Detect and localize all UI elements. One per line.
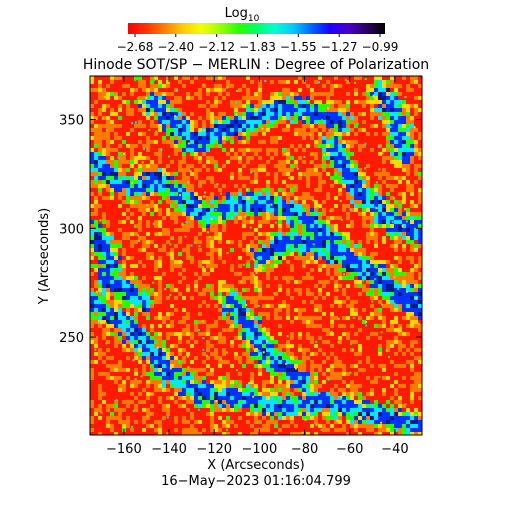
x-tick-label: −140 — [151, 442, 187, 457]
colorbar-tick-label: −1.83 — [239, 40, 276, 54]
colorbar-ticks: −2.68 −2.40 −2.12 −1.83 −1.55 −1.27 −0.99 — [117, 34, 399, 54]
x-axis: −160 −140 −120 −100 −80 −60 −40 — [106, 76, 409, 457]
colorbar-tick-label: −2.12 — [198, 40, 235, 54]
figure-title: Hinode SOT/SP − MERLIN : Degree of Polar… — [83, 57, 429, 73]
timestamp: 16−May−2023 01:16:04.799 — [161, 474, 351, 489]
colorbar-tick-label: −1.27 — [321, 40, 358, 54]
colorbar-tick-label: −0.99 — [362, 40, 399, 54]
y-axis: 350 300 250 — [59, 114, 422, 346]
colorbar-label-subscript: 10 — [248, 14, 260, 24]
colorbar-tick-label: −2.68 — [117, 40, 154, 54]
y-tick-label: 350 — [59, 114, 84, 129]
x-axis-label: X (Arcseconds) — [207, 458, 304, 473]
x-tick-label: −80 — [291, 442, 318, 457]
colorbar-tick-label: −2.40 — [157, 40, 194, 54]
colorbar-label-main: Log — [225, 6, 248, 21]
y-axis-label: Y (Arcseconds) — [37, 208, 52, 305]
x-tick-label: −60 — [336, 442, 363, 457]
x-tick-label: −160 — [106, 442, 142, 457]
x-tick-label: −120 — [196, 442, 232, 457]
map-texture — [90, 76, 422, 435]
x-tick-label: −100 — [242, 442, 278, 457]
y-tick-label: 300 — [59, 222, 84, 237]
x-tick-label: −40 — [381, 442, 408, 457]
colorbar — [128, 23, 385, 34]
y-tick-label: 250 — [59, 331, 84, 346]
polarization-map — [90, 76, 422, 435]
colorbar-tick-label: −1.55 — [280, 40, 317, 54]
plot-frame — [89, 75, 423, 436]
colorbar-label: Log10 — [225, 6, 260, 24]
